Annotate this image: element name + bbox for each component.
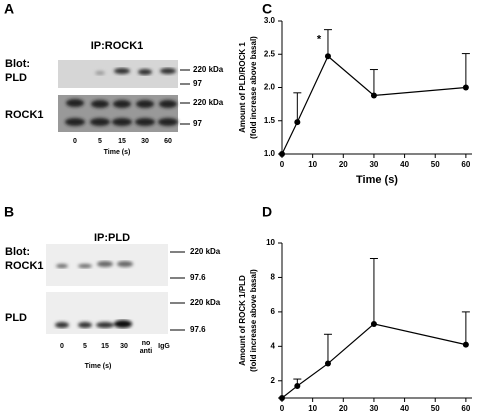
data-point [294, 382, 301, 389]
y-tick-label: 2.5 [264, 49, 276, 58]
marker-label: 220 kDa [190, 298, 221, 307]
lane-label: 5 [98, 138, 102, 145]
x-tick-label: 10 [308, 404, 317, 413]
data-point [279, 151, 285, 157]
data-point [324, 360, 331, 367]
y-axis-label: Amount of ROCK 1/PLD [238, 275, 247, 366]
y-tick-label: 6 [271, 307, 276, 316]
ip-label: IP:PLD [94, 232, 130, 244]
data-line [281, 323, 467, 399]
marker-label: 220 kDa [193, 98, 224, 107]
x-tick-label: 30 [369, 160, 378, 169]
x-tick-label: 10 [308, 160, 317, 169]
y-tick-label: 1.5 [264, 116, 276, 125]
marker-label: 220 kDa [190, 247, 221, 256]
data-point [462, 84, 469, 91]
lane-label: 15 [101, 343, 109, 350]
data-point [294, 119, 301, 126]
marker-label: 220 kDa [193, 65, 224, 74]
panel-letter: D [262, 204, 272, 220]
marker-label: 97.6 [190, 273, 206, 282]
lane-label: anti [140, 348, 153, 355]
data-point [370, 320, 377, 327]
y-tick-label: 1.0 [264, 149, 276, 158]
ip-label: IP:ROCK1 [91, 40, 144, 52]
lane-axis-label: Time (s) [85, 363, 112, 370]
marker-label: 97.6 [190, 325, 206, 334]
data-point [279, 395, 285, 401]
lane-label: 30 [120, 343, 128, 350]
x-tick-label: 20 [339, 404, 348, 413]
data-point [370, 92, 377, 99]
y-tick-label: 2 [271, 376, 276, 385]
marker-label: 97 [193, 79, 202, 88]
marker-label: 97 [193, 119, 202, 128]
x-tick-label: 40 [400, 160, 409, 169]
y-tick-label: 8 [271, 273, 276, 282]
blot-label: ROCK1 [5, 109, 44, 121]
x-tick-label: 60 [461, 160, 470, 169]
panel-letter: A [4, 1, 14, 17]
y-axis-label: (fold increase above basal) [249, 36, 258, 139]
x-axis-label: Time (s) [356, 174, 398, 186]
blot-label: PLD [5, 72, 27, 84]
blot-label: Blot: [5, 58, 30, 70]
blot-image [46, 244, 185, 334]
x-tick-label: 30 [369, 404, 378, 413]
blot-label: ROCK1 [5, 260, 44, 272]
x-tick-label: 60 [461, 404, 470, 413]
lane-label: 5 [83, 343, 87, 350]
x-tick-label: 50 [431, 404, 440, 413]
lane-axis-label: Time (s) [104, 149, 131, 156]
annotation: * [317, 34, 322, 46]
panel-letter: C [262, 1, 272, 17]
x-tick-label: 50 [431, 160, 440, 169]
x-tick-label: 40 [400, 404, 409, 413]
blot-label: PLD [5, 312, 27, 324]
blot-label: Blot: [5, 246, 30, 258]
y-tick-label: 10 [266, 238, 275, 247]
y-tick-label: 4 [271, 341, 276, 350]
x-tick-label: 0 [280, 404, 285, 413]
y-tick-label: 3.0 [264, 16, 276, 25]
lane-label: no [142, 340, 151, 347]
blot-image [58, 60, 190, 132]
panel-letter: B [4, 204, 14, 220]
data-point [462, 341, 469, 348]
data-point [324, 53, 331, 60]
x-tick-label: 0 [280, 160, 285, 169]
y-tick-label: 2.0 [264, 83, 276, 92]
lane-label: 60 [164, 138, 172, 145]
y-axis-label: (fold increase above basal) [249, 269, 258, 372]
lane-label: 30 [141, 138, 149, 145]
y-axis-label: Amount of PLD/ROCK 1 [238, 42, 247, 133]
x-tick-label: 20 [339, 160, 348, 169]
lane-label: 0 [73, 138, 77, 145]
lane-label: 0 [60, 343, 64, 350]
lane-label: IgG [158, 343, 170, 350]
lane-label: 15 [118, 138, 126, 145]
